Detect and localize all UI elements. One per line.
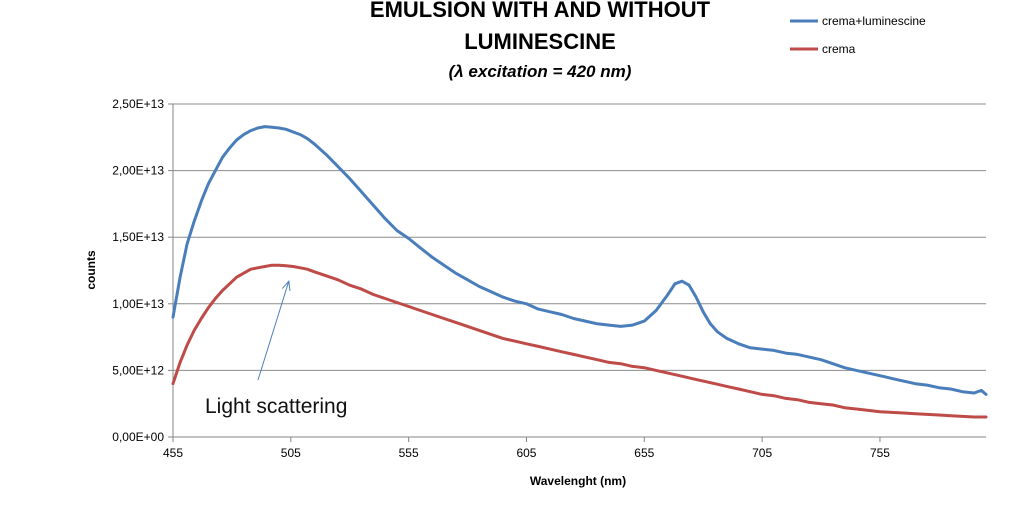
annotation-text: Light scattering xyxy=(205,395,347,418)
y-axis-label: counts xyxy=(84,250,98,290)
x-tick-label: 555 xyxy=(399,446,419,460)
series-line-crema xyxy=(171,263,988,419)
axes xyxy=(172,104,986,438)
annotation-arrowhead xyxy=(281,280,291,291)
y-tick-label: 2,00E+13 xyxy=(112,164,164,178)
y-tick-label: 2,50E+13 xyxy=(112,97,164,111)
x-axis-ticks: 455 505 555 605 655 705 755 xyxy=(163,437,890,460)
x-axis-label: Wavelenght (nm) xyxy=(530,474,626,488)
x-tick-label: 705 xyxy=(752,446,772,460)
x-tick-label: 505 xyxy=(281,446,301,460)
x-tick-label: 755 xyxy=(870,446,890,460)
legend-label: crema+luminescine xyxy=(822,14,926,28)
legend: crema+luminescine crema xyxy=(790,14,926,56)
y-tick-label: 0,00E+00 xyxy=(112,430,164,444)
x-tick-label: 605 xyxy=(516,446,536,460)
chart-title-line1: EMULSION WITH AND WITHOUT xyxy=(370,0,711,22)
chart-subtitle: (λ excitation = 420 nm) xyxy=(449,62,632,81)
y-tick-label: 1,00E+13 xyxy=(112,297,164,311)
gridlines xyxy=(173,103,986,371)
y-tick-label: 1,50E+13 xyxy=(112,230,164,244)
series-lines xyxy=(171,125,988,419)
annotation-arrow-line xyxy=(257,281,290,381)
x-tick-label: 655 xyxy=(634,446,654,460)
series-line-crema-luminescine xyxy=(171,125,988,396)
annotation: Light scattering xyxy=(205,280,347,418)
y-tick-label: 5,00E+12 xyxy=(112,363,164,377)
x-tick-label: 455 xyxy=(163,446,183,460)
chart-title-line2: LUMINESCINE xyxy=(464,29,616,54)
legend-label: crema xyxy=(822,42,856,56)
y-axis-ticks: 0,00E+00 5,00E+12 1,00E+13 1,50E+13 2,00E+13… xyxy=(112,97,173,444)
